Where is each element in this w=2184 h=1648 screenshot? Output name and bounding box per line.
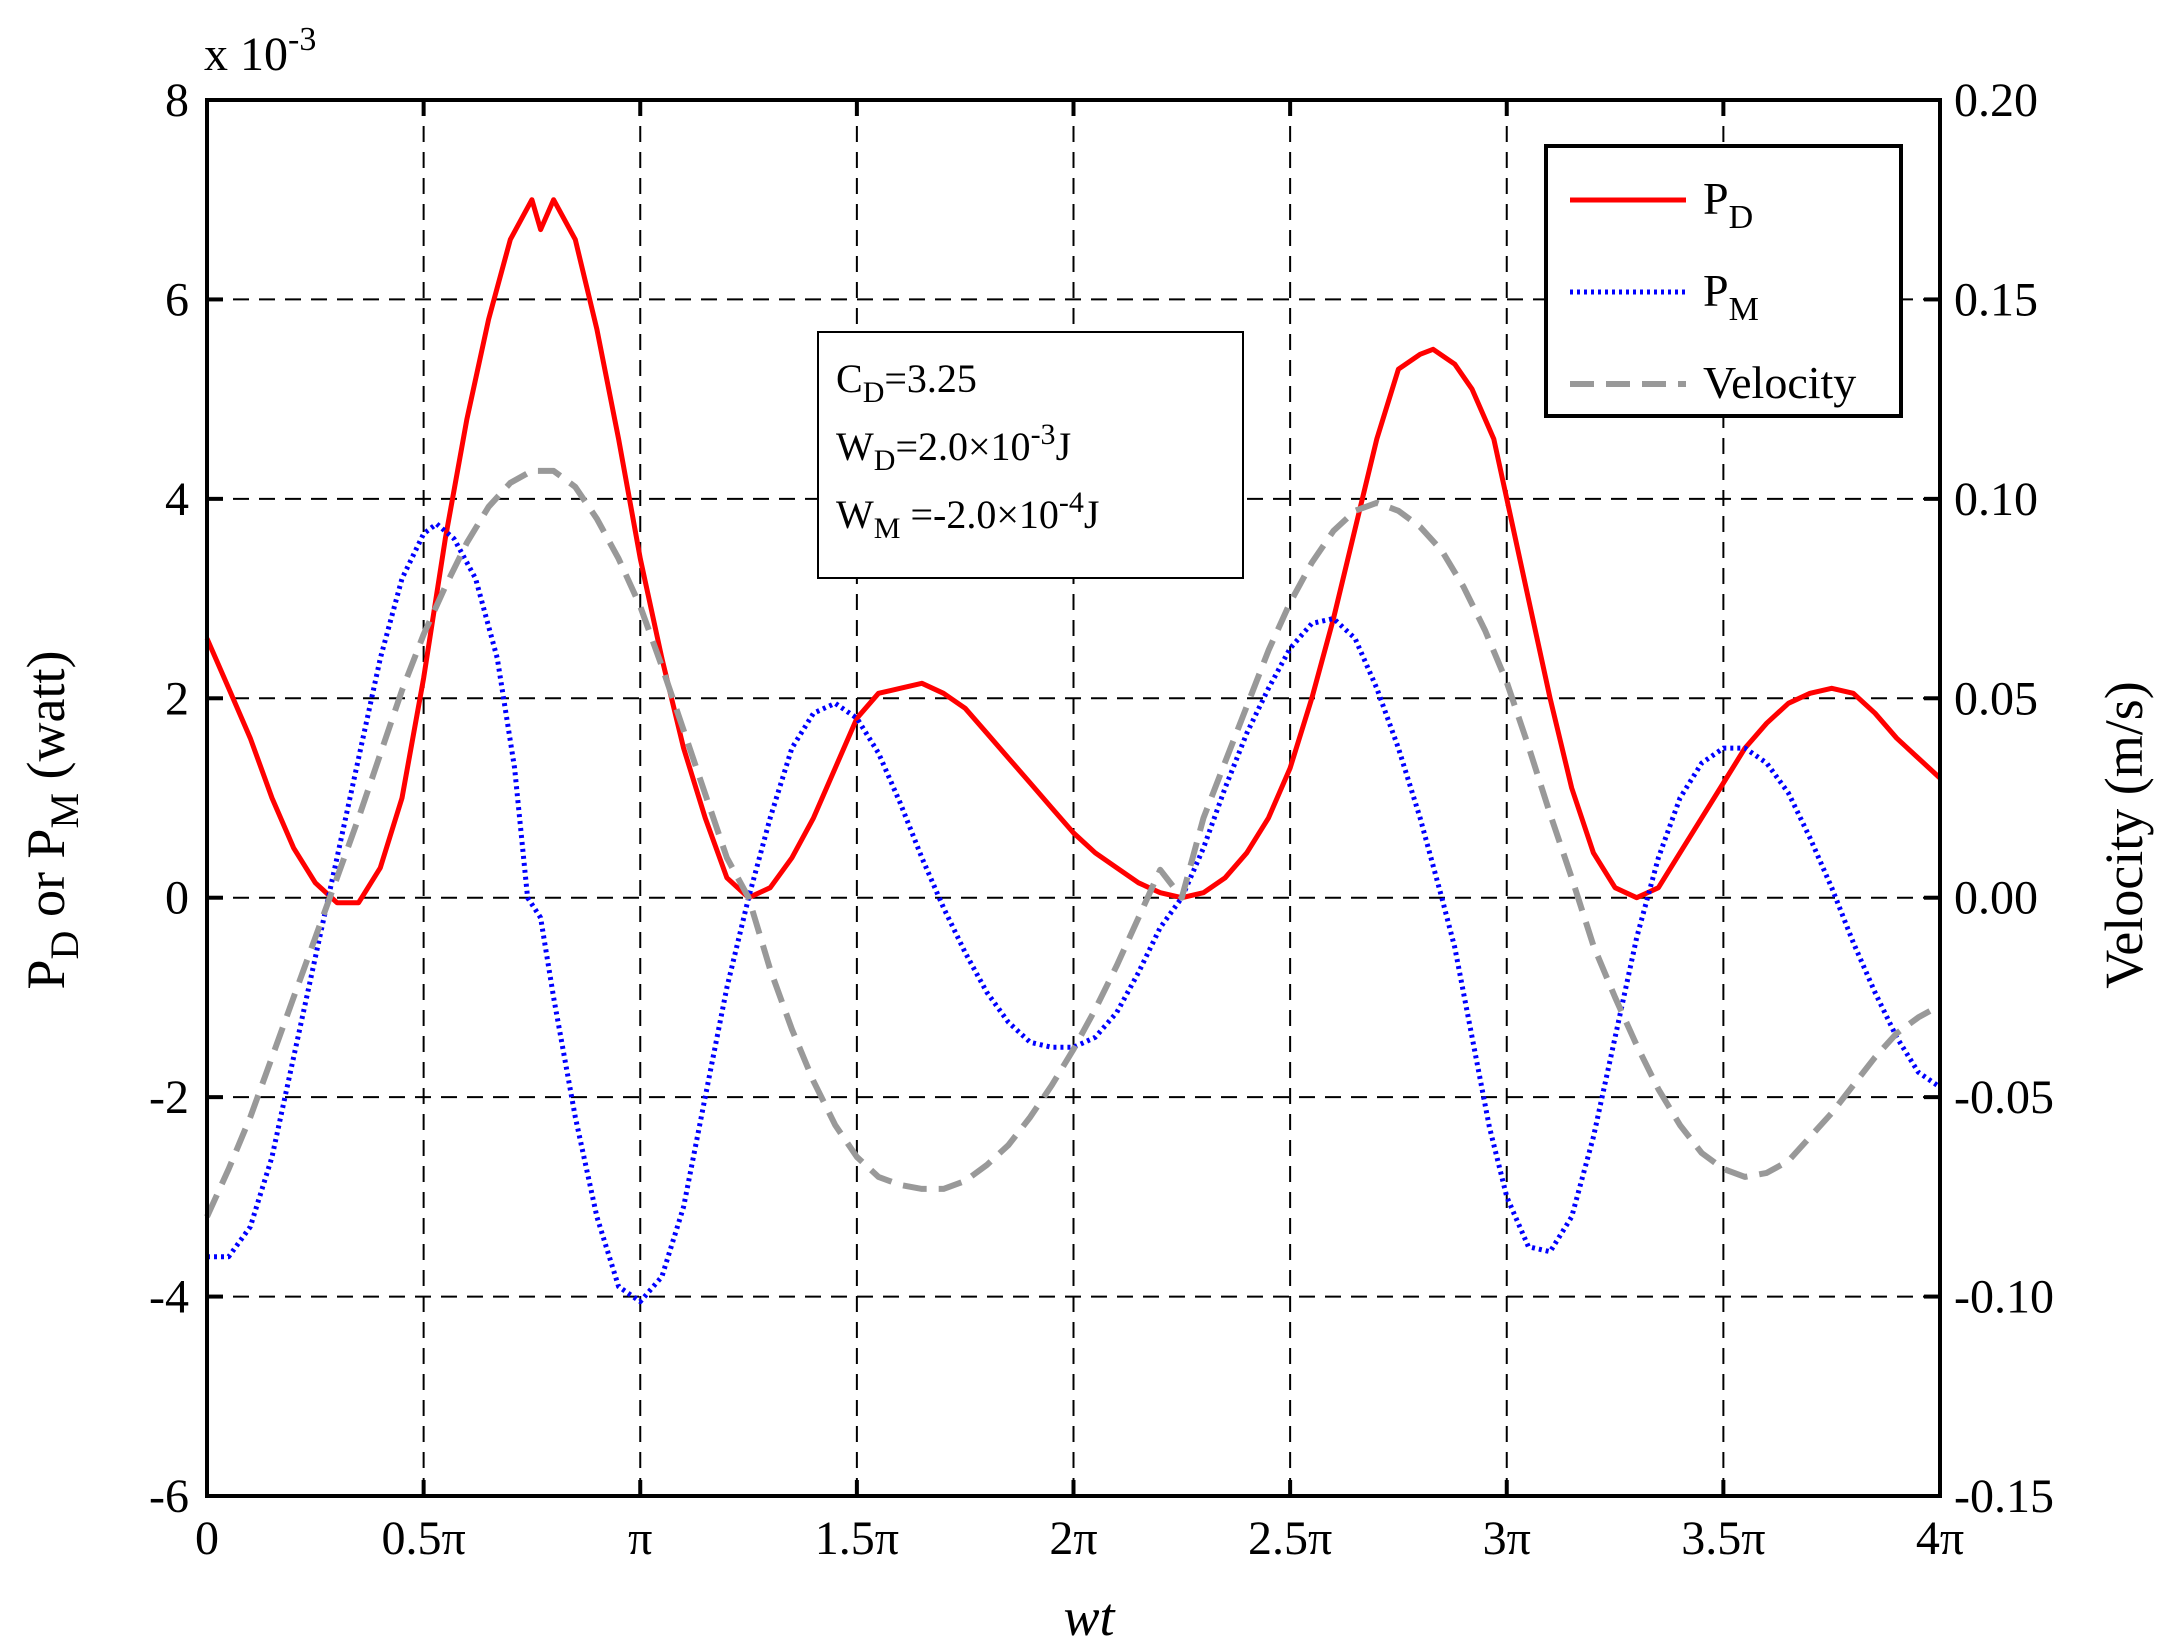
y-tick-label-right: -0.15 <box>1954 1470 2054 1523</box>
legend-label-pm: PM <box>1703 265 1759 328</box>
y-tick-label-left: 4 <box>165 473 189 526</box>
x-tick-label: 3.5π <box>1681 1512 1765 1565</box>
x-tick-label: 1.5π <box>815 1512 899 1565</box>
y-tick-label-left: -2 <box>149 1071 189 1124</box>
legend-label-pd: PD <box>1703 173 1753 236</box>
x-tick-label: 3π <box>1483 1512 1531 1565</box>
y-tick-label-right: -0.10 <box>1954 1271 2054 1324</box>
series-line-pd <box>204 197 1942 906</box>
axis-ticks: 0 0.5π π 1.5π 2π 2.5π 3π 3.5π 4π -6 -4 -2 0 2 4 6 8 -0.15… <box>149 74 2054 1565</box>
y-axis-title-right: Velocity (m/s) <box>2094 681 2154 988</box>
y-axis-title-left: PD or PM (watt) <box>16 651 87 990</box>
y-tick-label-left: -6 <box>149 1470 189 1523</box>
y-tick-label-right: 0.05 <box>1954 672 2038 725</box>
x-tick-label: 0 <box>195 1512 219 1565</box>
annotation-frame <box>817 331 1244 579</box>
annotation-line-wm: WM =-2.0×10-4J <box>836 486 1099 545</box>
series-line-velocity <box>204 467 1942 1219</box>
y-tick-label-right: 0.10 <box>1954 473 2038 526</box>
annotation-line-wd: WD=2.0×10-3J <box>836 418 1071 477</box>
y-tick-label-left: 6 <box>165 273 189 326</box>
legend: PD PM Velocity <box>1544 144 1903 418</box>
series-line-pm <box>207 521 1942 1305</box>
y-tick-label-left: -4 <box>149 1271 189 1324</box>
annotation-box: CD=3.25 WD=2.0×10-3J WM =-2.0×10-4J <box>817 331 1244 579</box>
x-axis-title: wt <box>1063 1587 1116 1647</box>
y-tick-label-right: 0.20 <box>1954 74 2038 127</box>
y-tick-label-left: 0 <box>165 872 189 925</box>
x-tick-label: 2.5π <box>1248 1512 1332 1565</box>
series-group <box>204 197 1942 1305</box>
legend-label-velocity: Velocity <box>1703 357 1856 408</box>
y-tick-label-left: 2 <box>165 672 189 725</box>
exponent-label: x 10-3 <box>204 21 316 81</box>
y-tick-label-left: 8 <box>165 74 189 127</box>
annotation-line-cd: CD=3.25 <box>836 356 977 409</box>
legend-frame <box>1544 144 1903 418</box>
y-tick-label-right: 0.00 <box>1954 872 2038 925</box>
x-tick-label: 0.5π <box>382 1512 466 1565</box>
x-tick-label: π <box>628 1512 652 1565</box>
x-tick-label: 2π <box>1049 1512 1097 1565</box>
y-tick-label-right: 0.15 <box>1954 273 2038 326</box>
y-tick-label-right: -0.05 <box>1954 1071 2054 1124</box>
x-tick-label: 4π <box>1916 1512 1964 1565</box>
